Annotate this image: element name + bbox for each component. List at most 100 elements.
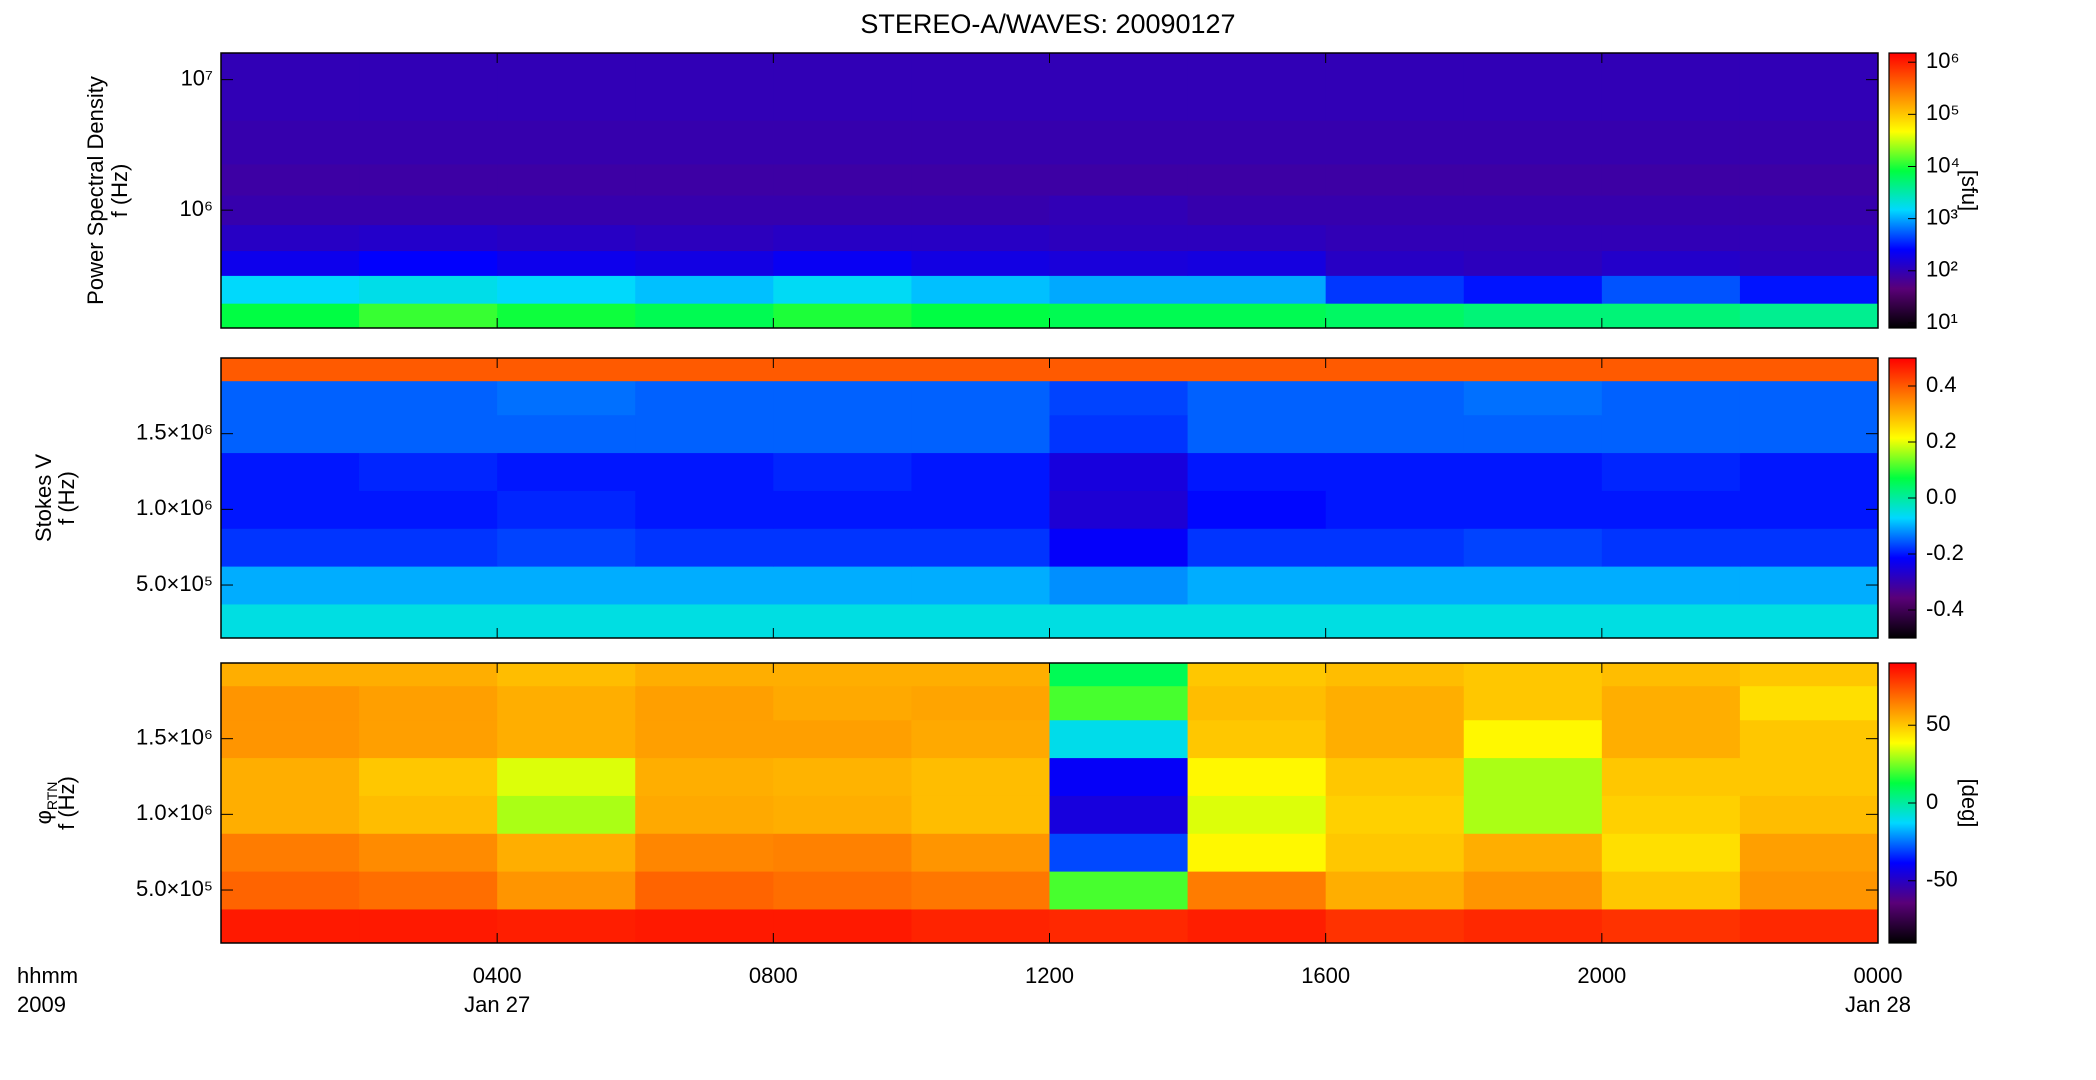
heatmap-cell <box>1325 195 1465 226</box>
heatmap-cell <box>221 163 360 196</box>
heatmap-cell <box>911 685 1050 721</box>
heatmap-cell <box>911 163 1050 196</box>
heatmap-cell <box>635 908 774 944</box>
x-tick-label: 0000 <box>1854 963 1903 988</box>
heatmap-cell <box>1325 163 1465 196</box>
heatmap-cell <box>1463 120 1603 165</box>
heatmap-cell <box>1739 566 1879 605</box>
colorbar-tick-label: 10³ <box>1926 204 1958 229</box>
heatmap-cell <box>1187 414 1327 454</box>
heatmap-cell <box>1049 224 1189 252</box>
heatmap-cell <box>1325 663 1465 687</box>
heatmap-cell <box>1463 452 1603 491</box>
y-tick-label: 1.0×10⁶ <box>136 495 213 520</box>
heatmap-cell <box>1739 250 1879 276</box>
heatmap-cell <box>497 303 636 329</box>
y-tick-label: 10⁷ <box>181 65 213 90</box>
heatmap-cell <box>773 795 912 834</box>
heatmap-cell <box>911 795 1050 834</box>
y-tick-label: 1.5×10⁶ <box>136 724 213 749</box>
heatmap-cell <box>221 603 360 639</box>
heatmap-cell <box>497 490 636 529</box>
heatmap-cell <box>497 663 636 687</box>
heatmap-cell <box>1463 685 1603 721</box>
heatmap-cell <box>773 303 912 329</box>
heatmap-cell <box>497 908 636 944</box>
heatmap-cell <box>359 163 498 196</box>
heatmap-cell <box>1325 490 1465 529</box>
heatmap-cell <box>911 380 1050 416</box>
heatmap-cell <box>635 358 774 382</box>
heatmap-cell <box>1739 871 1879 910</box>
heatmap-cell <box>1601 163 1741 196</box>
heatmap-cell <box>635 224 774 252</box>
heatmap-cell <box>359 663 498 687</box>
heatmap-cell <box>1049 663 1189 687</box>
heatmap-cell <box>1463 195 1603 226</box>
heatmap-cell <box>221 685 360 721</box>
heatmap-cell <box>1187 195 1327 226</box>
heatmap-cell <box>359 250 498 276</box>
heatmap-cell <box>635 414 774 454</box>
heatmap-cell <box>1463 250 1603 276</box>
heatmap-cell <box>635 833 774 872</box>
heatmap-cell <box>911 275 1050 304</box>
heatmap-cell <box>773 757 912 796</box>
heatmap-cell <box>359 358 498 382</box>
heatmap-cell <box>497 528 636 567</box>
heatmap-cell <box>773 719 912 759</box>
heatmap-cell <box>1739 757 1879 796</box>
y-tick-label: 1.0×10⁶ <box>136 800 213 825</box>
heatmap-cell <box>497 685 636 721</box>
heatmap-cell <box>1187 163 1327 196</box>
heatmap-cell <box>1601 685 1741 721</box>
heatmap-cell <box>497 833 636 872</box>
heatmap-cell <box>635 53 774 121</box>
heatmap-cell <box>1049 380 1189 416</box>
heatmap-cell <box>1739 490 1879 529</box>
heatmap-cell <box>635 871 774 910</box>
heatmap-cell <box>1187 603 1327 639</box>
heatmap-cell <box>635 663 774 687</box>
heatmap-cell <box>1187 380 1327 416</box>
heatmap-cell <box>1739 719 1879 759</box>
heatmap-cell <box>773 490 912 529</box>
heatmap-cell <box>635 603 774 639</box>
heatmap-cell <box>911 195 1050 226</box>
heatmap-cell <box>911 303 1050 329</box>
heatmap-cell <box>359 490 498 529</box>
y-axis-label: f (Hz) <box>54 471 79 525</box>
heatmap-cell <box>1049 871 1189 910</box>
heatmap-cell <box>773 452 912 491</box>
heatmap-cell <box>221 566 360 605</box>
heatmap-cell <box>911 452 1050 491</box>
heatmap-cell <box>1325 833 1465 872</box>
heatmap-cell <box>911 566 1050 605</box>
y-axis-label: Stokes V <box>31 454 56 542</box>
heatmap-cell <box>635 120 774 165</box>
heatmap-cell <box>1739 685 1879 721</box>
heatmap-cell <box>221 719 360 759</box>
colorbar-tick-label: -50 <box>1926 867 1958 892</box>
heatmap-cell <box>1325 603 1465 639</box>
y-axis-label-subscript: RTN <box>44 782 60 811</box>
heatmap-cell <box>773 871 912 910</box>
x-tick-label: 2000 <box>1577 963 1626 988</box>
heatmap-cell <box>773 358 912 382</box>
heatmap-cell <box>1463 490 1603 529</box>
heatmap-cell <box>1049 685 1189 721</box>
heatmap-cell <box>1325 224 1465 252</box>
heatmap-cell <box>1739 303 1879 329</box>
heatmap-cell <box>1049 528 1189 567</box>
heatmap-cell <box>1739 528 1879 567</box>
heatmap-cell <box>1601 719 1741 759</box>
heatmap-cell <box>1187 757 1327 796</box>
heatmap-cell <box>635 795 774 834</box>
heatmap-cell <box>773 566 912 605</box>
heatmap-cell <box>1049 757 1189 796</box>
heatmap-cell <box>221 250 360 276</box>
heatmap-cell <box>1601 871 1741 910</box>
heatmap-cell <box>911 871 1050 910</box>
heatmap-cell <box>221 528 360 567</box>
heatmap-cell <box>1601 275 1741 304</box>
